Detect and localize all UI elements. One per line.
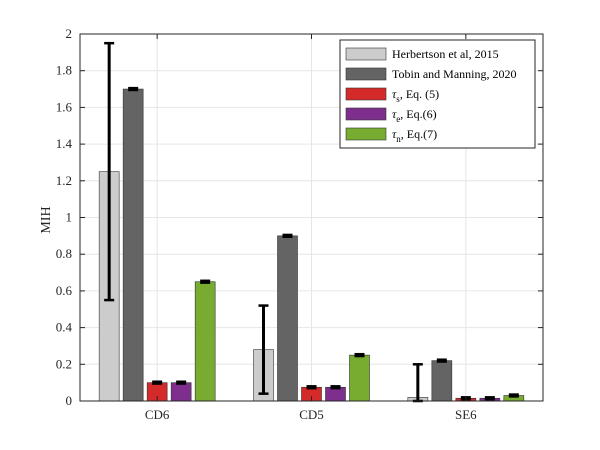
- axes-box: [79, 33, 544, 402]
- legend-label: Tobin and Manning, 2020: [392, 67, 516, 81]
- legend-label: τn, Eq.(7): [392, 127, 437, 144]
- y-tick-label: 0.6: [56, 283, 73, 298]
- y-tick-label: 1.6: [56, 99, 73, 114]
- legend: Herbertson et al, 2015 Tobin and Manning,…: [339, 39, 536, 149]
- tick-labels: 0 0.2 0.4 0.6 0.8 1 1.2 1.4 1.6 1.8 2 CD6 CD5 SE6: [56, 26, 477, 422]
- x-tick-label: CD6: [145, 407, 170, 422]
- legend-swatch: [345, 87, 387, 101]
- bar: [349, 354, 370, 402]
- y-tick-label: 1.4: [56, 136, 73, 151]
- y-tick-label: 0.4: [56, 320, 73, 335]
- bar: [170, 382, 192, 402]
- legend-label: τs, Eq. (5): [392, 87, 439, 104]
- bar: [431, 360, 453, 402]
- legend-swatch: [345, 67, 387, 81]
- y-tick-label: 1.2: [56, 173, 72, 188]
- legend-swatch: [345, 127, 387, 141]
- legend-swatch: [345, 47, 387, 61]
- y-tick-label: 0.2: [56, 356, 72, 371]
- legend-label: τe, Eq.(6): [392, 107, 437, 124]
- bar: [194, 281, 216, 402]
- bar: [277, 235, 298, 402]
- y-axis-label: MIH: [39, 206, 54, 233]
- x-tick-label: SE6: [455, 407, 477, 422]
- y-tick-label: 1.8: [56, 63, 72, 78]
- y-tick-label: 1: [66, 210, 73, 225]
- legend-swatch: [345, 107, 387, 121]
- legend-label: Herbertson et al, 2015: [392, 47, 499, 61]
- axes: [79, 33, 544, 402]
- y-tick-label: 0: [66, 393, 73, 408]
- bar: [122, 88, 144, 402]
- error-bars: [104, 41, 519, 403]
- y-tick-label: 2: [66, 26, 73, 41]
- y-tick-label: 0.8: [56, 246, 72, 261]
- x-tick-label: CD5: [299, 407, 324, 422]
